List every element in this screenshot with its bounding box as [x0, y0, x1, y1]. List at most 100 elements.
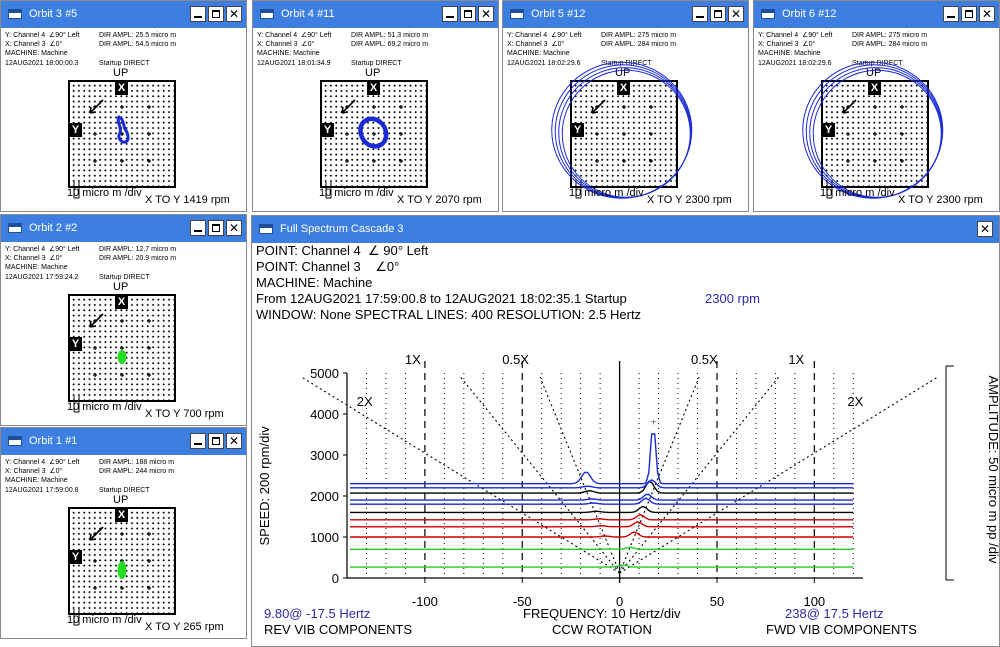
orbit-trace: [358, 116, 389, 149]
machine-label: MACHINE: Machine: [5, 477, 68, 484]
close-button[interactable]: ✕: [226, 433, 242, 449]
grid-cross-marker: [120, 586, 124, 590]
timestamp: 12AUG2021 18:02:29.6: [758, 60, 832, 67]
rotation-arrow-icon: [842, 99, 857, 114]
grid-cross-marker: [622, 132, 626, 136]
rotation-arrow-icon: [89, 99, 104, 114]
minimize-button[interactable]: [190, 433, 206, 449]
orbit-trace-layer: [325, 99, 403, 199]
window-icon: [8, 9, 22, 19]
minimize-button[interactable]: [190, 220, 206, 236]
orbit-window[interactable]: Orbit 2 #2 ✕ Y: Channel 4 ∠90° Left X: C…: [0, 214, 247, 426]
grid-cross-marker: [873, 159, 877, 163]
maximize-button[interactable]: [208, 220, 224, 236]
grid-cross-marker: [147, 319, 151, 323]
minimize-button[interactable]: [442, 6, 458, 22]
minimize-button[interactable]: [943, 6, 959, 22]
orbit-window[interactable]: Orbit 4 #11 ✕ Y: Channel 4 ∠90° Left X: …: [252, 0, 499, 212]
spectrum-trace: [350, 433, 854, 485]
grid-cross-marker: [873, 105, 877, 109]
close-button[interactable]: ✕: [728, 6, 744, 22]
orbit-titlebar[interactable]: Orbit 6 #12 ✕: [754, 1, 999, 28]
grid-cross-marker: [120, 105, 124, 109]
scale-label: 10 micro m /div: [67, 187, 142, 199]
scale-label: 10 micro m /div: [319, 187, 394, 199]
orbit-trace: [117, 561, 127, 579]
spectrum-trace: [349, 564, 854, 568]
spectrum-trace: [349, 514, 854, 521]
close-button[interactable]: ✕: [226, 6, 242, 22]
rotation-label: CCW ROTATION: [552, 622, 652, 637]
order-label: 1X: [788, 352, 804, 367]
orbit-titlebar[interactable]: Orbit 4 #11 ✕: [253, 1, 498, 28]
grid-cross-marker: [649, 105, 653, 109]
dir-ampl-x: DIR AMPL: 20.9 micro m: [99, 255, 177, 262]
rev-label: REV VIB COMPONENTS: [264, 622, 413, 637]
cascade-chart[interactable]: 0 1000 2000 3000 4000 5000 -100 -50 0 50 100 1X 0.5X…: [252, 243, 1000, 647]
x-probe-marker: X: [868, 81, 881, 95]
x-channel-text: X: Channel 3: [758, 41, 799, 48]
orbit-titlebar[interactable]: Orbit 5 #12 ✕: [503, 1, 748, 28]
y-probe-marker: Y: [571, 123, 584, 137]
x-channel: X: Channel 3 ∠0°: [5, 254, 62, 263]
y-probe-marker: Y: [69, 550, 82, 564]
orbit-window[interactable]: Orbit 6 #12 ✕ Y: Channel 4 ∠90° Left X: …: [753, 0, 1000, 212]
angle-icon: ∠: [49, 41, 56, 48]
close-button[interactable]: ✕: [226, 220, 242, 236]
close-button[interactable]: ✕: [977, 221, 993, 237]
orbit-window[interactable]: Orbit 5 #12 ✕ Y: Channel 4 ∠90° Left X: …: [502, 0, 749, 212]
timestamp: 12AUG2021 18:01:34.9: [257, 60, 331, 67]
scale-bar-icon: [73, 396, 80, 413]
spectrum-trace: [349, 521, 854, 528]
maximize-button[interactable]: [208, 6, 224, 22]
angle-icon: ∠: [551, 41, 558, 48]
spectrum-trace: [350, 478, 854, 489]
orbit-trace: [116, 115, 130, 144]
peak-marker-icon: +: [651, 418, 657, 429]
orbit-window[interactable]: Orbit 3 #5 ✕ Y: Channel 4 ∠90° Left X: C…: [0, 0, 247, 212]
grid-cross-marker: [372, 132, 376, 136]
spectrum-titlebar[interactable]: Full Spectrum Cascade 3 ✕: [252, 216, 999, 243]
rpm-label: X TO Y 2070 rpm: [397, 194, 482, 206]
minimize-button[interactable]: [692, 6, 708, 22]
grid-cross-marker: [120, 373, 124, 377]
close-button[interactable]: ✕: [979, 6, 995, 22]
y-angle: 90° Left: [808, 32, 833, 39]
y-channel: Y: Channel 4 ∠90° Left: [507, 31, 581, 40]
spectrum-trace: [349, 480, 854, 494]
order-line: [619, 376, 938, 574]
dir-ampl-y: DIR AMPL: 275 micro m: [601, 32, 677, 39]
window-icon: [8, 223, 22, 233]
orbit-window[interactable]: Orbit 1 #1 ✕ Y: Channel 4 ∠90° Left X: C…: [0, 427, 247, 639]
grid-cross-marker: [372, 159, 376, 163]
y-angle: 90° Left: [55, 246, 80, 253]
x-angle: 0°: [307, 41, 315, 48]
x-angle: 0°: [55, 255, 63, 262]
mode-label: Startup DIRECT: [99, 274, 150, 281]
minimize-button[interactable]: [190, 6, 206, 22]
angle-icon: ∠: [49, 255, 56, 262]
maximize-button[interactable]: [710, 6, 726, 22]
orbit-titlebar[interactable]: Orbit 3 #5 ✕: [1, 1, 246, 28]
x-tick-label: 50: [710, 594, 724, 609]
dir-ampl-y: DIR AMPL: 25.5 micro m: [99, 32, 177, 39]
maximize-button[interactable]: [460, 6, 476, 22]
orbit-title: Orbit 1 #1: [29, 435, 78, 447]
y-channel: Y: Channel 4 ∠90° Left: [5, 458, 79, 467]
grid-cross-marker: [900, 132, 904, 136]
orbit-titlebar[interactable]: Orbit 1 #1 ✕: [1, 428, 246, 455]
maximize-button[interactable]: [961, 6, 977, 22]
spectrum-window[interactable]: Full Spectrum Cascade 3 ✕ POINT: Channel…: [251, 215, 1000, 647]
machine-label: MACHINE: Machine: [5, 50, 68, 57]
grid-cross-marker: [846, 159, 850, 163]
angle-icon: ∠: [48, 459, 56, 466]
grid-cross-marker: [93, 373, 97, 377]
orbit-titlebar[interactable]: Orbit 2 #2 ✕: [1, 215, 246, 242]
orbit-trace: [117, 350, 127, 364]
maximize-button[interactable]: [208, 433, 224, 449]
x-angle: 0°: [808, 41, 816, 48]
close-button[interactable]: ✕: [478, 6, 494, 22]
grid-cross-marker: [147, 105, 151, 109]
mode-label: Startup DIRECT: [852, 60, 903, 67]
angle-icon: ∠: [48, 246, 56, 253]
